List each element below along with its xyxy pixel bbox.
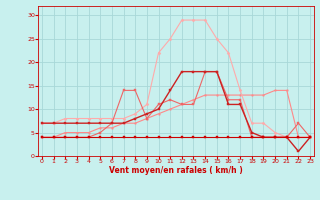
- X-axis label: Vent moyen/en rafales ( km/h ): Vent moyen/en rafales ( km/h ): [109, 166, 243, 175]
